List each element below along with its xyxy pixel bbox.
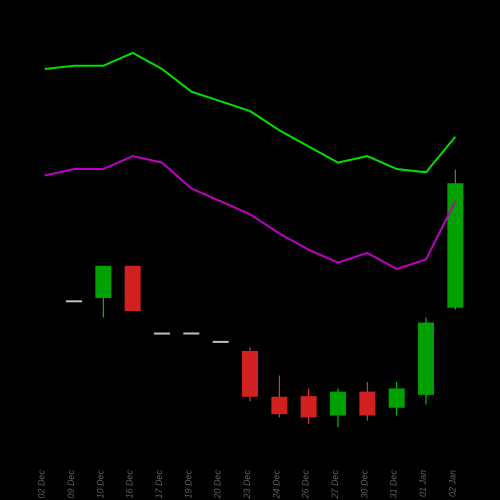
x-tick-label: 09 Dec	[66, 470, 76, 499]
plot-bg	[0, 0, 500, 500]
candle-bull	[389, 388, 405, 407]
x-tick-label: 02 Jan	[447, 470, 457, 497]
x-tick-label: 02 Dec	[37, 470, 47, 499]
chart-root: ULTRACEMCO 11500 CE Option Chart MunafaS…	[0, 0, 500, 500]
candle-bear	[301, 396, 317, 417]
x-tick-label: 30 Dec	[359, 470, 369, 499]
x-tick-label: 19 Dec	[183, 470, 193, 499]
x-tick-label: 10 Dec	[95, 470, 105, 499]
x-tick-label: 31 Dec	[389, 470, 399, 499]
x-tick-label: 01 Jan	[418, 470, 428, 497]
candle-bear	[125, 266, 141, 311]
candle-bear	[359, 392, 375, 416]
candle-bull	[418, 323, 434, 395]
x-tick-label: 24 Dec	[271, 470, 281, 500]
candle-bull	[95, 266, 111, 298]
x-tick-label: 27 Dec	[330, 470, 340, 500]
x-tick-label: 23 Dec	[242, 470, 252, 500]
candle-bear	[271, 397, 287, 414]
x-tick-label: 16 Dec	[125, 470, 135, 499]
x-tick-label: 20 Dec	[213, 470, 223, 500]
x-tick-label: 26 Dec	[301, 470, 311, 500]
candle-bull	[330, 392, 346, 416]
chart-canvas: 02 Dec 09 Dec 10 Dec 16 Dec 17 Dec 19 Dec 20 D…	[0, 0, 500, 500]
x-tick-label: 17 Dec	[154, 470, 164, 499]
candle-bear	[242, 351, 258, 397]
